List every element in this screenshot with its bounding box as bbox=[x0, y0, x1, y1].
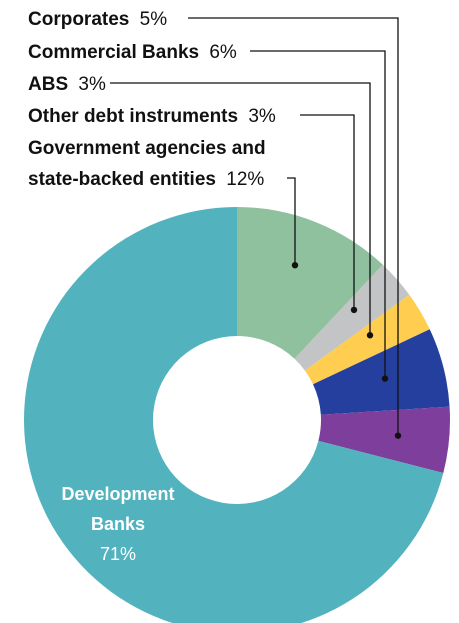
slice-corporates bbox=[318, 406, 450, 473]
leader-lines bbox=[110, 17, 402, 439]
label-development-value: 71% bbox=[100, 544, 136, 564]
slice-government-agencies-and-state-backed-entities bbox=[237, 207, 383, 359]
label-government-name-line1: Government agencies and bbox=[28, 138, 266, 159]
label-abs-name: ABS bbox=[28, 74, 68, 95]
label-abs-value: 3% bbox=[78, 74, 106, 95]
label-commercial-banks: Commercial Banks 6% bbox=[28, 42, 237, 63]
label-development-line1: Development bbox=[61, 484, 174, 504]
leader-line-3 bbox=[300, 114, 355, 310]
leader-line-2 bbox=[110, 82, 371, 336]
label-commercial-banks-value: 6% bbox=[209, 42, 237, 63]
leader-dot-0 bbox=[394, 432, 402, 439]
leader-line-0 bbox=[188, 17, 399, 436]
label-government-value: 12% bbox=[226, 169, 264, 190]
leader-dot-4 bbox=[291, 261, 299, 269]
label-government-line2: state-backed entities 12% bbox=[28, 169, 264, 190]
label-other-debt-value: 3% bbox=[248, 106, 276, 127]
leader-dot-3 bbox=[350, 306, 358, 314]
label-corporates: Corporates 5% bbox=[28, 9, 167, 30]
slice-other-debt-instruments bbox=[294, 264, 410, 371]
label-corporates-value: 5% bbox=[140, 9, 168, 30]
label-commercial-banks-name: Commercial Banks bbox=[28, 42, 199, 63]
leader-line-4 bbox=[287, 177, 296, 266]
slice-commercial-banks bbox=[313, 329, 450, 415]
leader-dot-2 bbox=[366, 332, 374, 339]
leader-line-1 bbox=[250, 50, 386, 379]
label-other-debt: Other debt instruments 3% bbox=[28, 106, 276, 127]
slice-development-banks bbox=[24, 207, 444, 623]
label-development-line2: Banks bbox=[91, 514, 145, 534]
label-government-line1: Government agencies and bbox=[28, 138, 266, 159]
label-government-name-line2: state-backed entities bbox=[28, 169, 216, 190]
label-other-debt-name: Other debt instruments bbox=[28, 106, 238, 127]
label-abs: ABS 3% bbox=[28, 74, 106, 95]
donut-slices bbox=[24, 207, 450, 623]
leader-dot-1 bbox=[381, 375, 389, 382]
label-corporates-name: Corporates bbox=[28, 9, 129, 30]
